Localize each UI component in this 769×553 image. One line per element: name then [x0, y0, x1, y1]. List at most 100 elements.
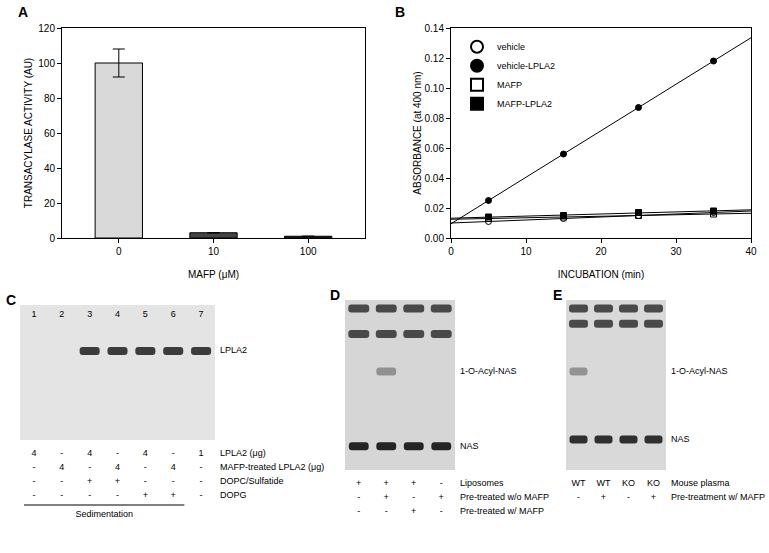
svg-text:-: - — [116, 490, 119, 500]
svg-text:Pre-treatment w/ MAFP: Pre-treatment w/ MAFP — [671, 492, 765, 502]
svg-text:WT: WT — [597, 478, 611, 488]
svg-text:+: + — [171, 490, 176, 500]
svg-text:-: - — [172, 476, 175, 486]
svg-text:4: 4 — [87, 448, 92, 458]
svg-text:0.06: 0.06 — [425, 143, 445, 154]
svg-text:0: 0 — [448, 246, 454, 257]
svg-text:30: 30 — [670, 246, 682, 257]
svg-text:0.04: 0.04 — [425, 173, 445, 184]
svg-text:-: - — [412, 492, 415, 502]
svg-text:C: C — [6, 292, 16, 308]
svg-text:-: - — [440, 478, 443, 488]
svg-text:1: 1 — [31, 309, 36, 319]
svg-text:60: 60 — [44, 128, 56, 139]
svg-text:4: 4 — [115, 309, 120, 319]
svg-text:WT: WT — [572, 478, 586, 488]
svg-text:NAS: NAS — [671, 434, 690, 444]
svg-text:vehicle-LPLA2: vehicle-LPLA2 — [497, 61, 555, 71]
svg-text:-: - — [440, 506, 443, 516]
svg-text:40: 40 — [745, 246, 757, 257]
svg-text:TRANSACYLASE ACTIVITY (AU): TRANSACYLASE ACTIVITY (AU) — [23, 58, 34, 208]
svg-text:-: - — [116, 448, 119, 458]
svg-text:Sedimentation: Sedimentation — [75, 509, 133, 519]
svg-text:4: 4 — [31, 448, 36, 458]
svg-text:3: 3 — [87, 309, 92, 319]
svg-text:-: - — [60, 476, 63, 486]
svg-text:1-O-Acyl-NAS: 1-O-Acyl-NAS — [460, 366, 517, 376]
svg-text:+: + — [384, 478, 389, 488]
svg-text:-: - — [357, 506, 360, 516]
svg-text:MAFP-LPLA2: MAFP-LPLA2 — [497, 99, 552, 109]
svg-text:20: 20 — [595, 246, 607, 257]
svg-text:+: + — [651, 492, 656, 502]
svg-text:LPLA2: LPLA2 — [220, 345, 247, 355]
svg-text:6: 6 — [171, 309, 176, 319]
svg-text:D: D — [330, 287, 340, 303]
svg-text:-: - — [60, 490, 63, 500]
svg-text:+: + — [601, 492, 606, 502]
svg-text:-: - — [627, 492, 630, 502]
svg-text:0: 0 — [49, 233, 55, 244]
svg-text:-: - — [172, 448, 175, 458]
svg-text:+: + — [87, 476, 92, 486]
svg-text:-: - — [577, 492, 580, 502]
svg-text:MAFP (μM): MAFP (μM) — [188, 269, 239, 280]
svg-text:+: + — [143, 490, 148, 500]
svg-text:+: + — [356, 478, 361, 488]
svg-text:0.14: 0.14 — [425, 23, 445, 34]
svg-text:-: - — [88, 462, 91, 472]
svg-text:+: + — [115, 476, 120, 486]
svg-text:MAFP: MAFP — [497, 80, 522, 90]
svg-text:E: E — [553, 287, 562, 303]
svg-text:10: 10 — [520, 246, 532, 257]
svg-text:-: - — [144, 462, 147, 472]
svg-text:Liposomes: Liposomes — [460, 478, 504, 488]
svg-text:10: 10 — [208, 246, 220, 257]
svg-text:120: 120 — [38, 23, 55, 34]
svg-text:DOPG: DOPG — [220, 490, 247, 500]
svg-text:+: + — [384, 492, 389, 502]
svg-text:0.02: 0.02 — [425, 203, 445, 214]
svg-text:-: - — [200, 462, 203, 472]
svg-text:Pre-treated w/ MAFP: Pre-treated w/ MAFP — [460, 506, 544, 516]
svg-text:INCUBATION (min): INCUBATION (min) — [558, 269, 644, 280]
svg-text:40: 40 — [44, 163, 56, 174]
svg-text:-: - — [60, 448, 63, 458]
svg-text:4: 4 — [171, 462, 176, 472]
svg-text:0.08: 0.08 — [425, 113, 445, 124]
svg-text:-: - — [32, 476, 35, 486]
svg-text:NAS: NAS — [460, 441, 479, 451]
svg-text:+: + — [411, 506, 416, 516]
svg-text:0.12: 0.12 — [425, 53, 445, 64]
svg-text:4: 4 — [143, 448, 148, 458]
svg-text:-: - — [32, 462, 35, 472]
svg-text:4: 4 — [115, 462, 120, 472]
svg-text:100: 100 — [38, 58, 55, 69]
svg-text:100: 100 — [300, 246, 317, 257]
svg-text:+: + — [411, 478, 416, 488]
svg-text:DOPC/Sulfatide: DOPC/Sulfatide — [220, 476, 284, 486]
svg-text:4: 4 — [59, 462, 64, 472]
svg-text:-: - — [200, 490, 203, 500]
svg-text:1: 1 — [199, 448, 204, 458]
svg-text:7: 7 — [199, 309, 204, 319]
svg-text:80: 80 — [44, 93, 56, 104]
svg-text:+: + — [439, 492, 444, 502]
svg-text:5: 5 — [143, 309, 148, 319]
svg-text:vehicle: vehicle — [497, 42, 525, 52]
svg-text:-: - — [144, 476, 147, 486]
svg-text:-: - — [385, 506, 388, 516]
svg-text:0.00: 0.00 — [425, 233, 445, 244]
svg-text:Pre-treated w/o MAFP: Pre-treated w/o MAFP — [460, 492, 549, 502]
svg-text:-: - — [200, 476, 203, 486]
svg-text:LPLA2 (μg): LPLA2 (μg) — [220, 448, 266, 458]
svg-text:ABSORBANCE (at 400 nm): ABSORBANCE (at 400 nm) — [412, 71, 423, 194]
svg-text:Mouse plasma: Mouse plasma — [671, 478, 730, 488]
svg-text:-: - — [357, 492, 360, 502]
svg-text:20: 20 — [44, 198, 56, 209]
svg-text:KO: KO — [622, 478, 635, 488]
svg-text:-: - — [32, 490, 35, 500]
svg-text:-: - — [88, 490, 91, 500]
svg-text:0.10: 0.10 — [425, 83, 445, 94]
svg-text:0: 0 — [116, 246, 122, 257]
